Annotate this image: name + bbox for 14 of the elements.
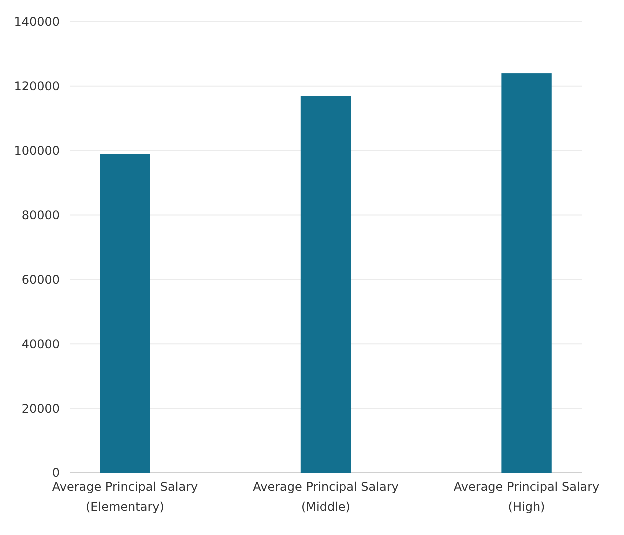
y-tick-label: 140000 <box>14 15 60 30</box>
y-tick-label: 40000 <box>22 337 60 352</box>
y-tick-label: 80000 <box>22 208 60 222</box>
bar <box>502 74 552 473</box>
x-tick-label: Average Principal Salary (Elementary) <box>52 480 198 514</box>
y-tick-label: 120000 <box>14 80 60 94</box>
y-tick-label: 20000 <box>22 402 60 416</box>
x-tick-label: Average Principal Salary (High) <box>454 480 600 514</box>
y-tick-label: 100000 <box>14 144 60 158</box>
bar <box>100 154 150 473</box>
y-tick-label: 0 <box>52 466 60 480</box>
x-tick-label: Average Principal Salary (Middle) <box>253 480 399 514</box>
bar <box>300 96 352 473</box>
y-tick-label: 60000 <box>22 272 60 287</box>
